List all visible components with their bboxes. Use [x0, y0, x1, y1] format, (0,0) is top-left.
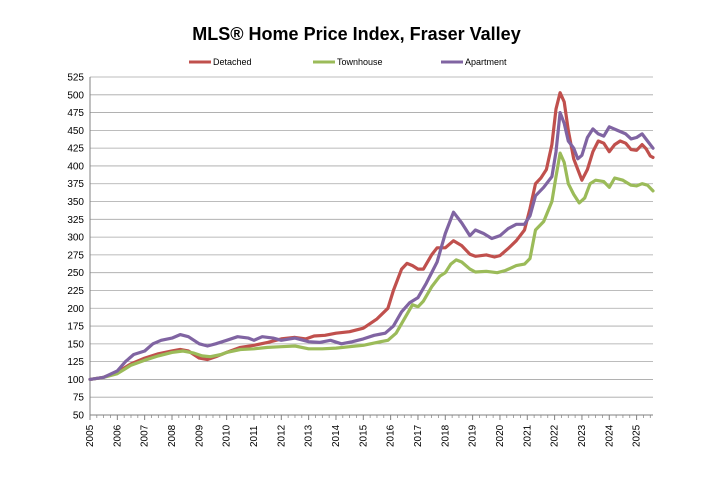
series-line-apartment: [88, 110, 655, 381]
x-tick-label: 2016: [386, 424, 397, 447]
chart-title: MLS® Home Price Index, Fraser Valley: [192, 24, 521, 44]
y-tick-label: 375: [67, 179, 84, 190]
legend-layer: Detached Townhouse Apartment: [189, 57, 507, 67]
series-line-townhouse: [88, 151, 655, 381]
y-tick-label: 350: [67, 197, 84, 208]
y-tick-label: 475: [67, 108, 84, 119]
y-tick-label: 175: [67, 322, 84, 333]
x-tick-label: 2009: [194, 424, 205, 447]
y-tick-label: 225: [67, 286, 84, 297]
series-layer: [88, 91, 655, 381]
x-tick-label: 2020: [495, 424, 506, 447]
legend-label-apartment: Apartment: [465, 57, 507, 67]
x-tick-label: 2025: [632, 424, 643, 447]
y-tick-label: 100: [67, 375, 84, 386]
y-tick-label: 200: [67, 304, 84, 315]
x-tick-label: 2006: [112, 424, 123, 447]
y-tick-label: 275: [67, 250, 84, 261]
x-tick-label: 2017: [413, 424, 424, 447]
x-tick-label: 2023: [577, 424, 588, 447]
x-tick-label: 2019: [468, 424, 479, 447]
x-tick-label: 2005: [85, 424, 96, 447]
x-tick-label: 2018: [440, 424, 451, 447]
y-tick-label: 425: [67, 144, 84, 155]
y-tick-label: 525: [67, 73, 84, 84]
x-tick-label: 2012: [276, 424, 287, 447]
legend-label-detached: Detached: [213, 57, 252, 67]
y-tick-label: 125: [67, 357, 84, 368]
x-tick-label: 2015: [358, 424, 369, 447]
y-tick-label: 300: [67, 233, 84, 244]
y-tick-label: 400: [67, 161, 84, 172]
x-tick-label: 2007: [140, 424, 151, 447]
y-tick-label: 75: [73, 393, 85, 404]
x-tick-label: 2021: [522, 424, 533, 447]
x-tick-label: 2011: [249, 425, 260, 447]
y-tick-label: 150: [67, 339, 84, 350]
legend-label-townhouse: Townhouse: [337, 57, 383, 67]
y-tick-label: 325: [67, 215, 84, 226]
axis-layer: 50 75 100 125 150 175 200 225 250 275 300 325 350 375…: [67, 73, 653, 447]
y-tick-label: 450: [67, 126, 84, 137]
x-tick-label: 2010: [222, 424, 233, 447]
y-tick-label: 50: [73, 411, 85, 422]
x-tick-label: 2022: [550, 424, 561, 447]
x-tick-label: 2024: [604, 424, 615, 447]
x-tick-label: 2008: [167, 424, 178, 447]
y-tick-label: 250: [67, 268, 84, 279]
x-tick-label: 2014: [331, 424, 342, 447]
x-tick-label: 2013: [304, 424, 315, 447]
y-tick-label: 500: [67, 90, 84, 101]
